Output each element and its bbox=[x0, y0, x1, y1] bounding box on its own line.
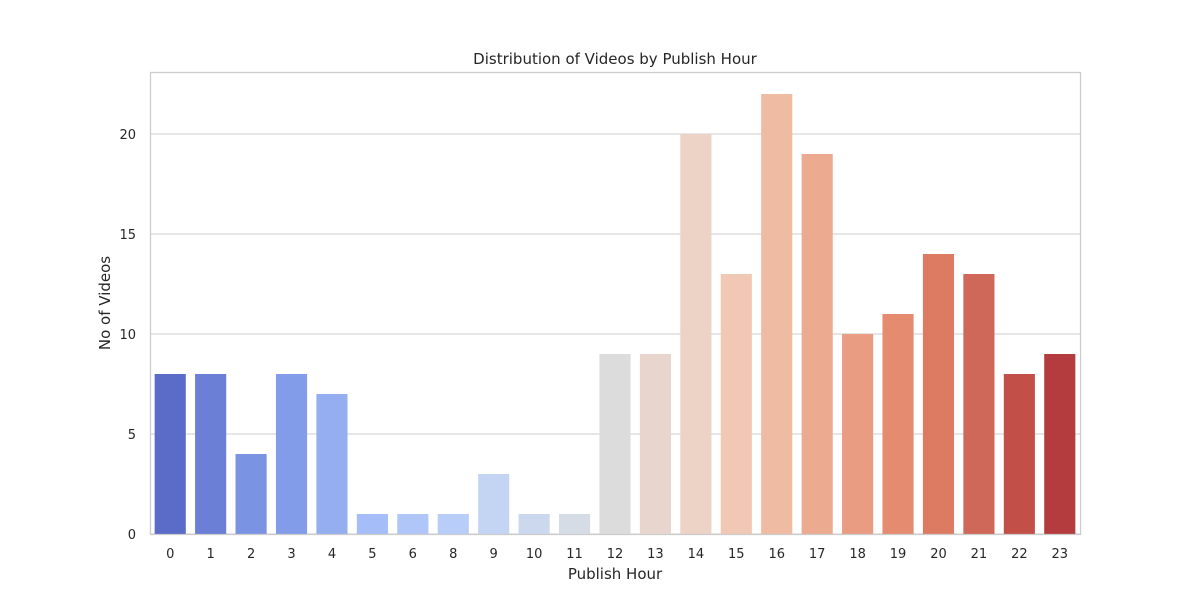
y-tick-label: 15 bbox=[119, 228, 136, 243]
x-tick-label: 5 bbox=[368, 547, 376, 562]
x-tick-label: 22 bbox=[1011, 547, 1028, 562]
x-tick-label: 16 bbox=[768, 547, 785, 562]
x-tick-label: 11 bbox=[566, 547, 583, 562]
x-tick-label: 6 bbox=[409, 547, 417, 562]
x-tick-label: 1 bbox=[207, 547, 215, 562]
bars bbox=[154, 94, 1076, 534]
bar-hour-2 bbox=[235, 454, 267, 534]
bar-hour-20 bbox=[922, 254, 955, 534]
bar-hour-23 bbox=[1044, 354, 1076, 534]
bar-hour-14 bbox=[680, 134, 712, 534]
bar-hour-11 bbox=[558, 514, 591, 534]
x-tick-label: 3 bbox=[287, 547, 295, 562]
x-tick-label: 23 bbox=[1052, 547, 1069, 562]
y-tick-label: 20 bbox=[119, 128, 136, 143]
bar-hour-13 bbox=[639, 354, 672, 534]
x-tick-label: 4 bbox=[328, 547, 336, 562]
plot-frame bbox=[149, 71, 1082, 536]
x-tick-label: 18 bbox=[849, 547, 866, 562]
x-tick-labels: 0 1 2 3 4 5 6 8 9 10 11 12 13 14 15 16 17 18 19 20 21 22 23 bbox=[166, 547, 1068, 562]
bar-hour-19 bbox=[882, 314, 914, 534]
bar-hour-18 bbox=[842, 334, 874, 534]
x-tick-label: 8 bbox=[449, 547, 457, 562]
y-tick-label: 10 bbox=[119, 328, 136, 343]
x-tick-label: 14 bbox=[688, 547, 705, 562]
x-tick-label: 15 bbox=[728, 547, 745, 562]
y-tick-labels: 0 5 10 15 20 bbox=[119, 128, 136, 543]
bar-hour-10 bbox=[518, 514, 550, 534]
x-tick-label: 10 bbox=[526, 547, 543, 562]
x-tick-label: 17 bbox=[809, 547, 826, 562]
y-axis-label: No of Videos bbox=[96, 256, 114, 350]
bar-hour-22 bbox=[1003, 374, 1035, 534]
bar-hour-15 bbox=[720, 274, 752, 534]
bar-hour-21 bbox=[963, 274, 995, 534]
x-tick-label: 21 bbox=[971, 547, 988, 562]
chart-title: Distribution of Videos by Publish Hour bbox=[473, 50, 757, 68]
bar-hour-0 bbox=[154, 374, 186, 534]
bar-hour-16 bbox=[761, 94, 793, 534]
x-tick-label: 12 bbox=[607, 547, 624, 562]
x-tick-label: 19 bbox=[890, 547, 907, 562]
x-axis-label: Publish Hour bbox=[568, 565, 663, 583]
bar-hour-1 bbox=[195, 374, 227, 534]
x-tick-label: 9 bbox=[490, 547, 498, 562]
bar-hour-3 bbox=[275, 374, 308, 534]
y-tick-label: 0 bbox=[128, 528, 136, 543]
bar-hour-8 bbox=[437, 514, 469, 534]
bar-hour-4 bbox=[316, 394, 348, 534]
bar-hour-12 bbox=[599, 354, 631, 534]
x-tick-label: 2 bbox=[247, 547, 255, 562]
bar-hour-5 bbox=[356, 514, 388, 534]
x-tick-label: 0 bbox=[166, 547, 174, 562]
bar-hour-6 bbox=[397, 514, 429, 534]
bar-hour-17 bbox=[801, 154, 833, 534]
y-tick-label: 5 bbox=[128, 428, 136, 443]
x-tick-label: 13 bbox=[647, 547, 664, 562]
bar-hour-9 bbox=[478, 474, 510, 534]
x-tick-label: 20 bbox=[930, 547, 947, 562]
